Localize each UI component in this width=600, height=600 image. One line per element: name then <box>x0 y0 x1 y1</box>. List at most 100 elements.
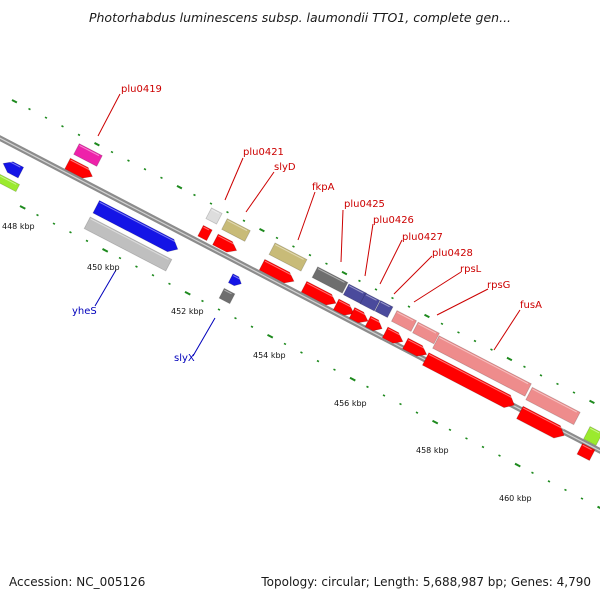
backbone-highlight <box>0 137 600 452</box>
map-title: Photorhabdus luminescens subsp. laumondi… <box>88 10 512 25</box>
tick-dot <box>564 488 567 492</box>
gene-feature <box>583 426 600 446</box>
tick-dot <box>374 288 378 291</box>
gene-feature-shape <box>359 292 381 312</box>
cds-feature-sheen <box>408 339 427 350</box>
kbp-label: 454 kbp <box>253 351 286 360</box>
tick-dot <box>498 454 501 457</box>
cds-feature-sheen <box>354 308 368 317</box>
gene-feature-sheen <box>274 244 304 260</box>
gene-feature-sheen <box>90 218 169 260</box>
kbp-label: 448 kbp <box>2 222 35 231</box>
tick-dot <box>473 339 477 343</box>
tick-dot <box>325 262 328 265</box>
tick-dot <box>209 202 213 205</box>
kbp-label: 458 kbp <box>416 446 449 455</box>
kbp-scale: 448 kbp 450 kbp 452 kbp 454 kbp 456 kbp 458 k… <box>2 222 532 503</box>
gene-feature <box>73 143 103 167</box>
tick-dot <box>94 142 100 147</box>
tick-dot <box>333 368 336 371</box>
cds-feature-shape <box>300 280 337 306</box>
leader-line-plu0426 <box>364 223 374 277</box>
tick-dot <box>448 428 452 432</box>
leader-line-plu0421 <box>224 157 244 201</box>
backbone-track <box>0 135 600 454</box>
tick-dot <box>143 168 147 171</box>
gene-feature <box>311 266 349 294</box>
gene-feature-shape <box>73 143 103 167</box>
tick-dot <box>44 116 48 119</box>
label-leader-lines <box>94 93 521 357</box>
cds-feature-shape <box>381 326 404 344</box>
cds-feature-shape <box>348 306 369 324</box>
cds-feature <box>576 442 596 462</box>
tick-dot <box>135 265 138 268</box>
gene-feature <box>218 287 236 305</box>
tick-dot <box>523 365 526 368</box>
gene-label-plu0428: plu0428 <box>432 248 473 259</box>
cds-feature <box>64 157 94 179</box>
leader-line-yhes <box>94 269 117 307</box>
cds-feature <box>402 337 428 357</box>
cds-feature <box>381 326 404 344</box>
cds-feature-shape <box>212 233 238 253</box>
tick-dot <box>226 210 229 214</box>
cds-feature-shape <box>402 337 428 357</box>
gene-feature-sheen <box>589 427 600 434</box>
tick-dot <box>457 331 460 334</box>
tick-dot <box>259 227 265 233</box>
tick-dot <box>242 219 246 222</box>
cds-feature-sheen <box>70 159 93 172</box>
leader-line-plu0419 <box>97 93 121 137</box>
gene-feature-sheen <box>227 220 248 232</box>
feature-track <box>0 143 600 462</box>
tick-dot <box>102 248 109 253</box>
tick-dot <box>539 374 543 377</box>
kbp-label: 450 kbp <box>87 263 120 272</box>
tick-dot <box>358 279 361 283</box>
tick-dot <box>85 239 89 243</box>
tick-dot <box>481 445 485 449</box>
tick-dot <box>506 356 513 362</box>
gene-feature <box>227 273 242 287</box>
tick-dot <box>572 391 576 394</box>
tick-dot <box>531 471 534 474</box>
tick-dot <box>127 159 130 162</box>
accession-text: Accession: NC_005126 <box>9 575 146 589</box>
gene-label-fusa: fusA <box>520 300 542 311</box>
tick-dot <box>556 382 559 386</box>
tick-dot <box>193 193 196 197</box>
tick-dot <box>292 245 295 248</box>
cds-feature <box>364 315 383 332</box>
tick-dot <box>118 256 122 260</box>
gene-feature <box>0 173 21 193</box>
tick-dot <box>168 282 171 286</box>
tick-dot <box>36 213 39 217</box>
tick-dot <box>589 399 595 405</box>
gene-feature-shape <box>525 386 581 426</box>
tick-dot <box>160 176 163 180</box>
tick-dot <box>283 342 287 346</box>
gene-feature <box>359 292 381 312</box>
tick-dot <box>267 333 274 339</box>
cds-feature-sheen <box>428 354 515 400</box>
tick-dot-track <box>11 99 600 510</box>
tick-dot <box>52 222 56 225</box>
tick-dot <box>300 351 303 354</box>
gene-feature-sheen <box>317 268 345 283</box>
cds-feature-sheen <box>370 317 382 324</box>
leader-line-plu0428 <box>393 255 433 295</box>
gene-feature-sheen <box>418 323 437 334</box>
gene-feature-sheen <box>79 145 100 157</box>
leader-line-slyx <box>192 317 216 357</box>
gene-feature-sheen <box>365 294 377 301</box>
gene-feature <box>432 335 532 397</box>
topology-text: Topology: circular; Length: 5,688,987 bp… <box>261 575 591 589</box>
tick-dot <box>391 296 394 300</box>
gene-feature-sheen <box>439 337 529 385</box>
cds-feature-shape <box>421 352 515 409</box>
gene-feature-sheen <box>0 175 17 185</box>
tick-dot <box>308 253 312 257</box>
cds-feature-sheen <box>218 235 237 246</box>
